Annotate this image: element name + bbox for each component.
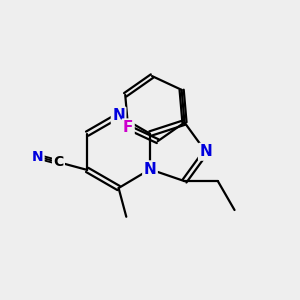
Text: N: N <box>32 150 43 164</box>
Text: N: N <box>112 108 125 123</box>
Text: N: N <box>200 144 212 159</box>
Text: C: C <box>53 155 64 169</box>
Text: F: F <box>123 120 133 135</box>
Text: N: N <box>144 162 156 177</box>
